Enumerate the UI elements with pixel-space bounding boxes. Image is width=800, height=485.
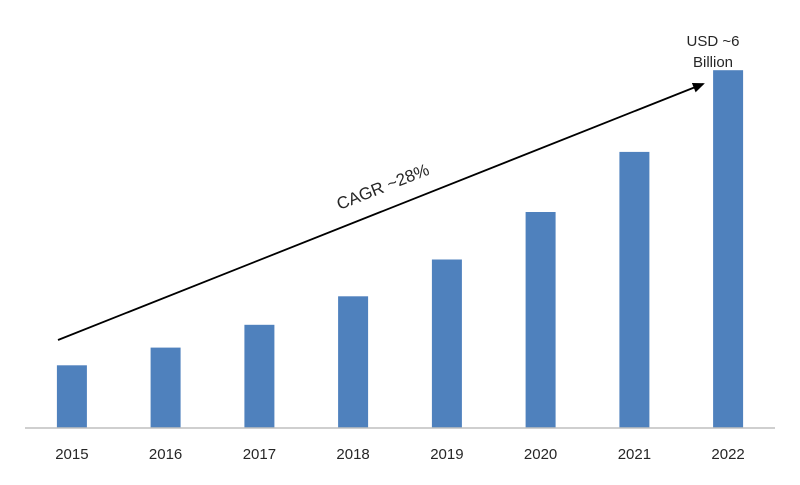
bar-2017 [244, 324, 275, 428]
bar-2015 [56, 365, 87, 428]
x-tick-label-2016: 2016 [149, 446, 182, 463]
bar-2021 [619, 151, 650, 428]
bar-2016 [150, 347, 181, 428]
growth-arrow [57, 83, 705, 341]
cagr-annotation: CAGR ~28% [334, 160, 432, 214]
bar-2018 [338, 296, 369, 428]
bars-group [56, 70, 744, 428]
x-tick-label-2019: 2019 [430, 446, 463, 463]
x-tick-labels: 2015 2016 2017 2018 2019 2020 2021 2022 [55, 446, 745, 463]
bar-2019 [431, 259, 462, 428]
x-tick-label-2017: 2017 [243, 446, 276, 463]
x-tick-label-2015: 2015 [55, 446, 88, 463]
x-tick-label-2020: 2020 [524, 446, 557, 463]
bar-2022 [713, 70, 744, 428]
x-tick-label-2018: 2018 [336, 446, 369, 463]
bar-2020 [525, 212, 556, 428]
x-tick-label-2022: 2022 [711, 446, 744, 463]
x-tick-label-2021: 2021 [618, 446, 651, 463]
end-value-label-line1: USD ~6 [687, 33, 740, 50]
end-value-label-line2: Billion [693, 54, 733, 71]
